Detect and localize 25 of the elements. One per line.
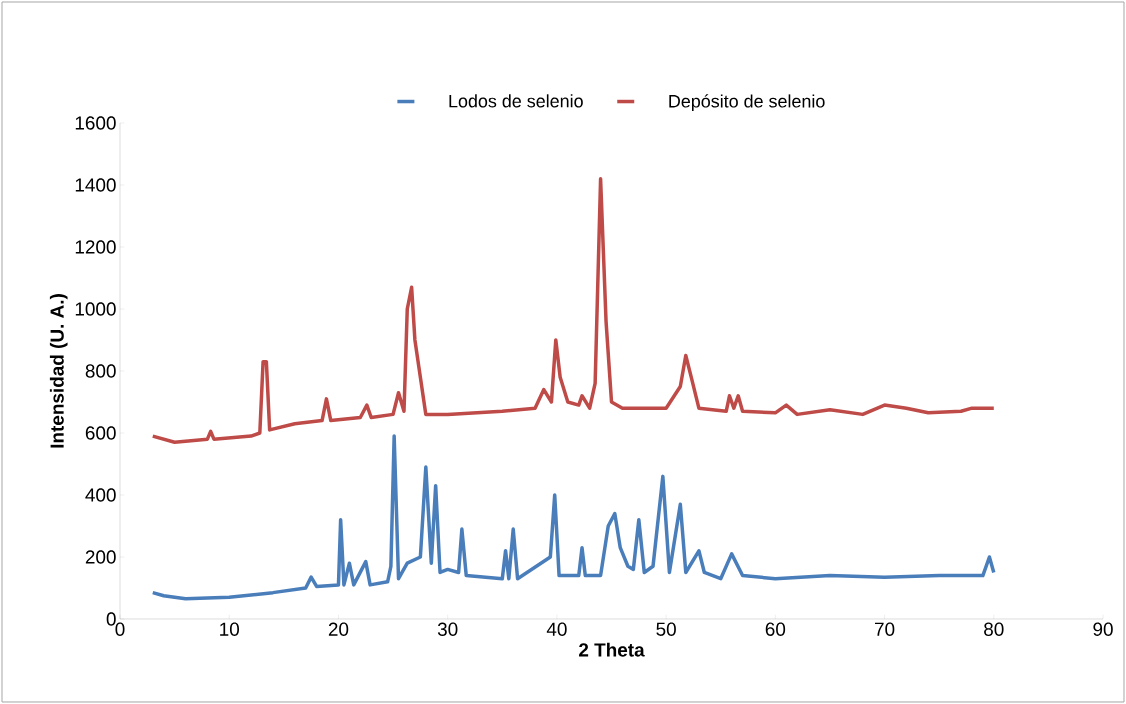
x-tick-label: 10 bbox=[220, 622, 240, 636]
x-tick-label: 80 bbox=[984, 622, 1004, 636]
y-tick-label: 800 bbox=[85, 364, 116, 378]
y-tick-label: 1400 bbox=[75, 178, 116, 192]
x-tick-label: 0 bbox=[115, 622, 125, 636]
line-series bbox=[151, 177, 996, 445]
legend-label: Depósito de selenio bbox=[669, 94, 825, 112]
x-tick-label: 20 bbox=[328, 622, 349, 636]
x-axis-title: 2 Theta bbox=[579, 642, 645, 657]
y-tick-label: 0 bbox=[106, 612, 116, 626]
y-tick-label: 400 bbox=[85, 488, 116, 502]
y-axis-title: Intensidad (U. A.) bbox=[49, 294, 68, 448]
x-tick-label: 70 bbox=[875, 622, 895, 636]
y-tick-label: 600 bbox=[85, 426, 116, 440]
x-tick-label: 50 bbox=[656, 622, 676, 636]
line-series bbox=[151, 434, 996, 601]
y-tick-label: 1000 bbox=[75, 302, 116, 316]
y-tick-label: 1600 bbox=[75, 116, 116, 130]
y-tick-label: 200 bbox=[85, 550, 116, 564]
y-tick-label: 1200 bbox=[75, 240, 116, 254]
legend-label: Lodos de selenio bbox=[449, 94, 583, 108]
x-tick-label: 30 bbox=[437, 622, 458, 636]
x-tick-label: 90 bbox=[1093, 622, 1113, 636]
x-tick-label: 60 bbox=[765, 622, 786, 636]
x-tick-label: 40 bbox=[546, 622, 567, 636]
